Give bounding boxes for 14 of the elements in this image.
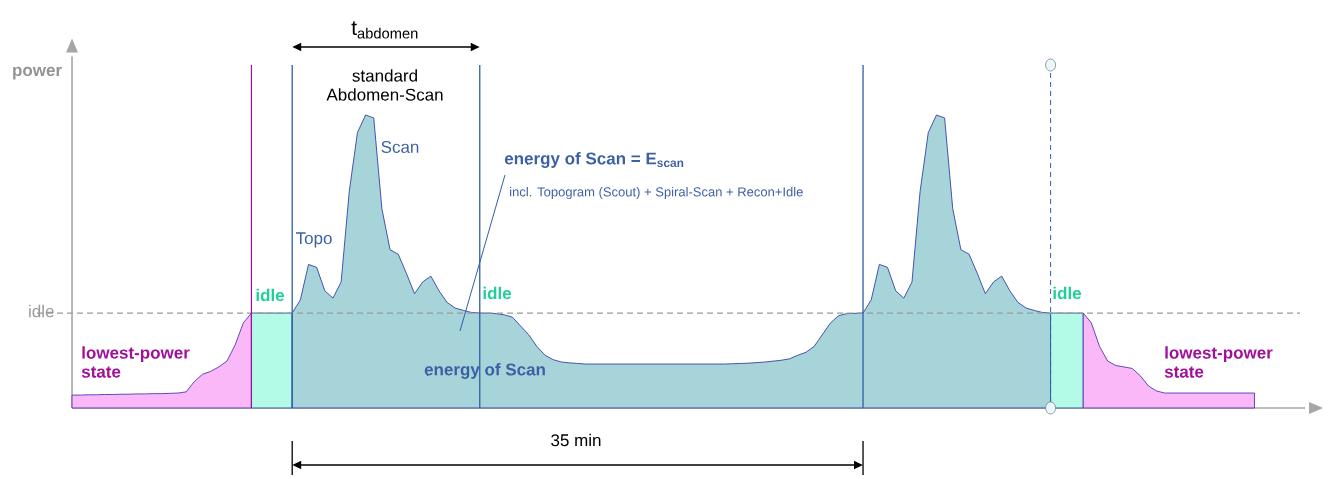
annotation: lowest-power state <box>81 346 190 378</box>
text: standard Abdomen-Scan <box>326 69 443 101</box>
annotation: incl. Topogram (Scout) + Spiral-Scan + Recon+Idle <box>510 186 803 200</box>
annotation: Scan <box>381 140 419 154</box>
text: t$_{abdomen}$ <box>351 21 418 39</box>
annotation: lowest-power state <box>1164 346 1273 378</box>
annotation: idle <box>1053 286 1082 300</box>
annotation: energy of Scan = E$_{scan}$ <box>504 152 684 168</box>
annotation: idle <box>256 288 285 302</box>
ref-line-label: idle <box>29 304 54 318</box>
annotation: idle <box>483 286 512 300</box>
annotation: Topo <box>295 232 332 248</box>
y-axis-title: power <box>13 66 62 80</box>
text: 35 min <box>551 433 601 447</box>
